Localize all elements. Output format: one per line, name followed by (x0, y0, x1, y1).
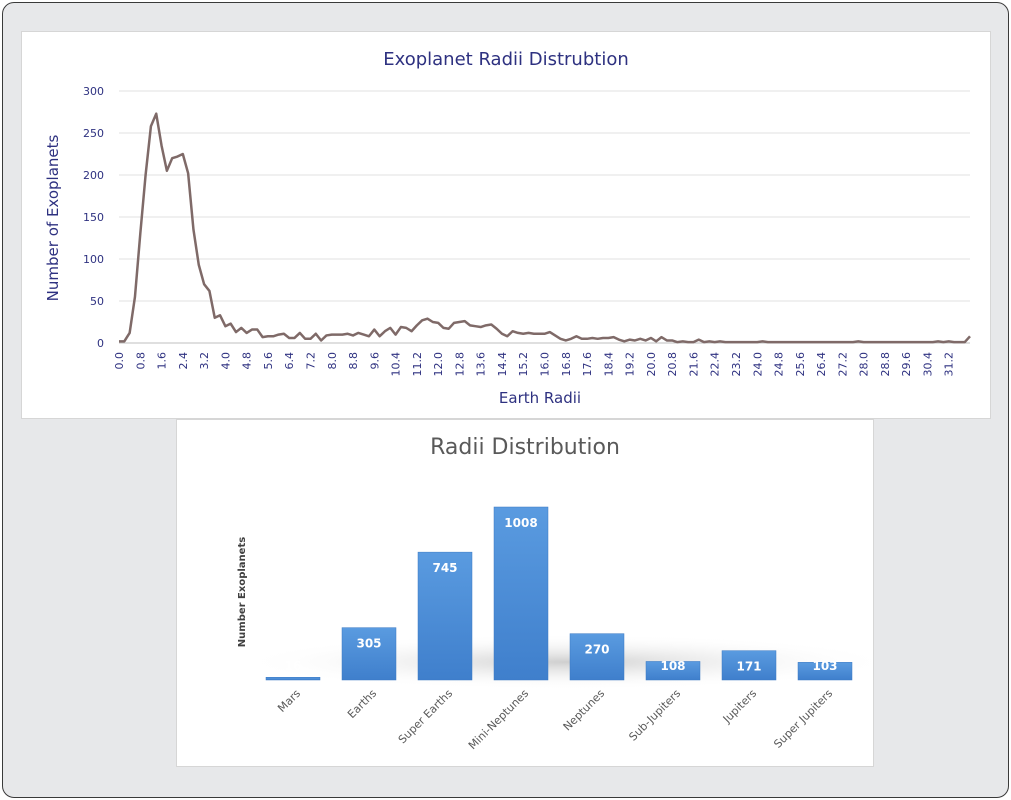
line-chart-x-tick: 23.2 (730, 352, 743, 377)
line-chart-x-tick: 28.8 (879, 352, 892, 377)
bar-chart-y-axis-label: Number Exoplanets (237, 537, 248, 647)
line-chart-x-tick: 3.2 (198, 352, 211, 370)
line-chart-x-tick: 10.4 (390, 352, 403, 377)
bar (417, 551, 473, 681)
line-chart-y-tick: 100 (83, 253, 104, 266)
bar (797, 662, 853, 681)
line-chart-x-tick: 4.0 (219, 352, 232, 370)
line-chart-x-tick: 29.6 (900, 352, 913, 377)
bar (721, 650, 777, 681)
bar-value-label: 103 (812, 659, 837, 673)
line-chart-x-tick: 17.6 (581, 352, 594, 377)
bar-value-label: 16 (285, 659, 302, 673)
bar-category-label: Jupiters (720, 687, 759, 726)
bar (569, 633, 625, 681)
line-chart-x-tick: 8.0 (326, 352, 339, 370)
line-chart-x-tick: 12.0 (432, 352, 445, 377)
line-chart-x-tick: 19.2 (624, 352, 637, 377)
bar-value-label: 108 (660, 659, 685, 673)
line-chart-x-tick: 6.4 (283, 352, 296, 370)
bar-category-label: Neptunes (561, 687, 608, 734)
line-chart-x-tick: 9.6 (368, 352, 381, 370)
line-chart-x-tick: 2.4 (177, 352, 190, 370)
line-chart-x-tick: 28.0 (858, 352, 871, 377)
line-chart-y-tick: 250 (83, 127, 104, 140)
line-chart-x-tick: 11.2 (411, 352, 424, 377)
bar (645, 661, 701, 681)
bar-category-label: Super Jupiters (771, 687, 835, 751)
line-chart-panel: Exoplanet Radii Distrubtion Number of Ex… (21, 31, 991, 419)
bar (493, 506, 549, 681)
line-chart-x-tick: 16.8 (560, 352, 573, 377)
bar-category-label: Earths (345, 687, 379, 721)
line-chart-x-tick: 16.0 (539, 352, 552, 377)
line-chart-x-tick: 25.6 (794, 352, 807, 377)
bar (265, 677, 321, 681)
line-chart-x-tick: 18.4 (602, 352, 615, 377)
bar-value-label: 305 (356, 637, 381, 651)
line-chart-y-axis-label: Number of Exoplanets (44, 135, 62, 302)
line-chart-x-tick: 21.6 (687, 352, 700, 377)
line-chart-x-tick: 26.4 (815, 352, 828, 377)
line-chart-x-tick: 0.8 (134, 352, 147, 370)
line-chart-x-tick: 20.0 (645, 352, 658, 377)
line-chart-x-tick: 7.2 (304, 352, 317, 370)
line-chart-x-tick: 12.8 (453, 352, 466, 377)
bar-category-label: Mars (275, 687, 303, 715)
bar-chart-panel: Radii Distribution Number Exoplanets 16 M… (176, 419, 874, 767)
line-chart-x-tick: 24.0 (751, 352, 764, 377)
bar-category-label: Sub-Jupiters (626, 687, 683, 744)
line-chart: Exoplanet Radii Distrubtion Number of Ex… (44, 49, 971, 407)
bar-category-label: Mini-Neptunes (466, 687, 531, 752)
bar-value-label: 1008 (504, 516, 537, 530)
line-chart-y-tick: 300 (83, 85, 104, 98)
bar-value-label: 270 (584, 643, 609, 657)
line-chart-y-tick: 0 (97, 337, 104, 350)
line-chart-y-tick: 150 (83, 211, 104, 224)
line-chart-x-tick: 14.4 (496, 352, 509, 377)
bar-value-label: 171 (736, 660, 761, 674)
line-chart-x-tick: 31.2 (943, 352, 956, 377)
bar (341, 627, 397, 681)
line-chart-x-tick: 20.8 (666, 352, 679, 377)
bar-chart: Radii Distribution Number Exoplanets 16 M… (237, 435, 873, 752)
line-chart-y-tick: 50 (90, 295, 104, 308)
bar-category-label: Super Earths (396, 687, 456, 747)
line-chart-series-line (119, 112, 971, 344)
line-chart-title: Exoplanet Radii Distrubtion (383, 49, 629, 70)
bar-value-label: 745 (432, 561, 457, 575)
line-chart-x-tick: 5.6 (262, 352, 275, 370)
line-chart-x-tick: 8.8 (347, 352, 360, 370)
line-chart-x-tick: 24.8 (773, 352, 786, 377)
line-chart-x-tick: 4.8 (241, 352, 254, 370)
line-chart-x-tick: 13.6 (475, 352, 488, 377)
bar-chart-floor-shadow (237, 634, 873, 690)
line-chart-x-tick: 30.4 (921, 352, 934, 377)
line-chart-x-tick: 22.4 (709, 352, 722, 377)
bar-chart-title: Radii Distribution (430, 435, 620, 460)
line-chart-x-tick: 1.6 (156, 352, 169, 370)
line-chart-x-tick: 0.0 (113, 352, 126, 370)
line-chart-x-tick: 15.2 (517, 352, 530, 377)
line-chart-x-tick: 27.2 (836, 352, 849, 377)
line-chart-x-axis-label: Earth Radii (499, 389, 581, 407)
line-chart-y-tick: 200 (83, 169, 104, 182)
